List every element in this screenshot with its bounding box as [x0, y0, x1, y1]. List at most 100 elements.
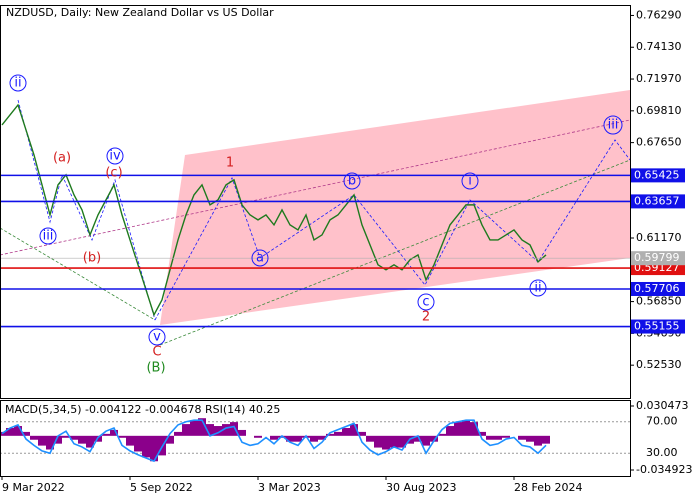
macd-bar: [270, 435, 278, 440]
level-label: 0.55155: [634, 320, 680, 333]
y-tick-label: 0.61170: [636, 231, 682, 244]
wave-label: c: [422, 295, 429, 310]
macd-bar: [326, 433, 334, 436]
wave-label: (c): [105, 166, 122, 181]
wave-circle: [106, 147, 124, 165]
macd-bar: [478, 431, 486, 436]
wave-label: ii: [534, 281, 541, 296]
channel: [160, 90, 630, 325]
wave-label: iv: [109, 149, 121, 164]
macd-bar: [230, 422, 238, 436]
wave-label: (a): [53, 151, 71, 166]
macd-bar: [166, 435, 174, 444]
macd-bar: [518, 435, 526, 440]
macd-bar: [494, 435, 502, 440]
macd-bar: [374, 435, 382, 448]
wave-guides: [0, 99, 631, 346]
macd-bar: [118, 435, 126, 438]
level-box: [631, 281, 685, 296]
macd-bar: [110, 429, 118, 436]
level-box: [631, 168, 685, 183]
wave-circle: [461, 172, 479, 190]
wave-label: b: [348, 174, 356, 189]
y2-tick-label: 30.00: [646, 446, 678, 459]
macd-bar: [214, 426, 222, 436]
wave-label: i: [468, 174, 472, 189]
wave-circle: [603, 115, 623, 135]
macd-bar: [398, 435, 406, 448]
macd-bar: [310, 435, 318, 442]
macd-bar: [70, 435, 78, 440]
wave-label: ii: [14, 76, 21, 91]
y-tick-label: 0.67650: [636, 136, 682, 149]
macd-bar: [446, 426, 454, 436]
macd-bar: [86, 435, 94, 448]
macd-bar: [534, 435, 542, 446]
x-tick-label: 3 Mar 2023: [258, 481, 321, 494]
macd-bar: [182, 424, 190, 436]
macd-bar: [14, 426, 22, 436]
macd-bar: [358, 431, 366, 436]
level-box: [631, 194, 685, 209]
wave-label: C: [152, 345, 161, 360]
macd-bar: [6, 427, 14, 436]
macd-bar: [30, 435, 38, 440]
macd-bar: [542, 435, 550, 444]
wave-labels: ii iii (a) (b) (c) iv v C (B) 1 a b c 2 …: [9, 74, 623, 376]
y-tick-label: 0.56850: [636, 295, 682, 308]
y-tick-label: 0.74130: [636, 40, 682, 53]
macd-bar: [470, 422, 478, 436]
guide: [0, 119, 631, 256]
macd-bar: [382, 435, 390, 450]
wave-label: 2: [422, 310, 430, 325]
y-tick-label: 0.71970: [636, 72, 682, 85]
macd-bar: [22, 431, 30, 436]
x-tick-label: 5 Sep 2022: [130, 481, 193, 494]
wave-circle: [9, 74, 27, 92]
macd-bar: [102, 433, 110, 436]
wave-circle: [529, 279, 547, 297]
macd-bar: [318, 435, 326, 440]
wave-label: iii: [608, 118, 619, 133]
macd-bar: [198, 418, 206, 436]
wave-label: v: [153, 330, 161, 345]
macd-bar: [366, 435, 374, 442]
wave-circle: [417, 293, 435, 311]
macd-bar: [294, 435, 302, 442]
macd-bar: [454, 422, 462, 436]
wave-label: iii: [43, 229, 54, 244]
macd-bar: [438, 433, 446, 436]
macd-bar: [54, 435, 62, 444]
macd-bar: [334, 431, 342, 436]
y-tick-label: -0.034923: [636, 463, 692, 476]
macd-bar: [150, 435, 158, 462]
rsi-line: [1, 419, 547, 463]
indicator-panel-border: [0, 400, 631, 477]
macd-bar: [430, 435, 438, 442]
level-label: 0.63657: [634, 194, 680, 207]
macd-bar: [390, 435, 398, 448]
level-label: 0.57706: [634, 282, 680, 295]
y-tick-label: 0.030473: [636, 399, 689, 412]
guide: [0, 227, 156, 321]
macd-bar: [38, 435, 46, 446]
macd-bar: [62, 435, 70, 438]
wave-circle: [148, 328, 166, 346]
main-panel-border: [0, 5, 631, 399]
guide: [159, 159, 631, 346]
wave-circle: [251, 249, 269, 267]
last-price-label: 0.59799: [634, 251, 680, 264]
marks: 0.76290 0.74130 0.71970 0.69810 0.67650 0.611…: [0, 8, 692, 494]
macd-bar: [190, 420, 198, 436]
last-price-box: [631, 251, 685, 266]
y2-tick-label: 70.00: [646, 415, 678, 428]
macd-bar: [142, 435, 150, 458]
macd-bar: [126, 435, 134, 446]
wave-circle: [343, 172, 361, 190]
x-tick-label: 30 Aug 2023: [386, 481, 456, 494]
y-tick-label: 0.52530: [636, 358, 682, 371]
macd-bar: [0, 431, 6, 436]
macd-bar: [174, 431, 182, 436]
macd-bar: [486, 435, 494, 440]
